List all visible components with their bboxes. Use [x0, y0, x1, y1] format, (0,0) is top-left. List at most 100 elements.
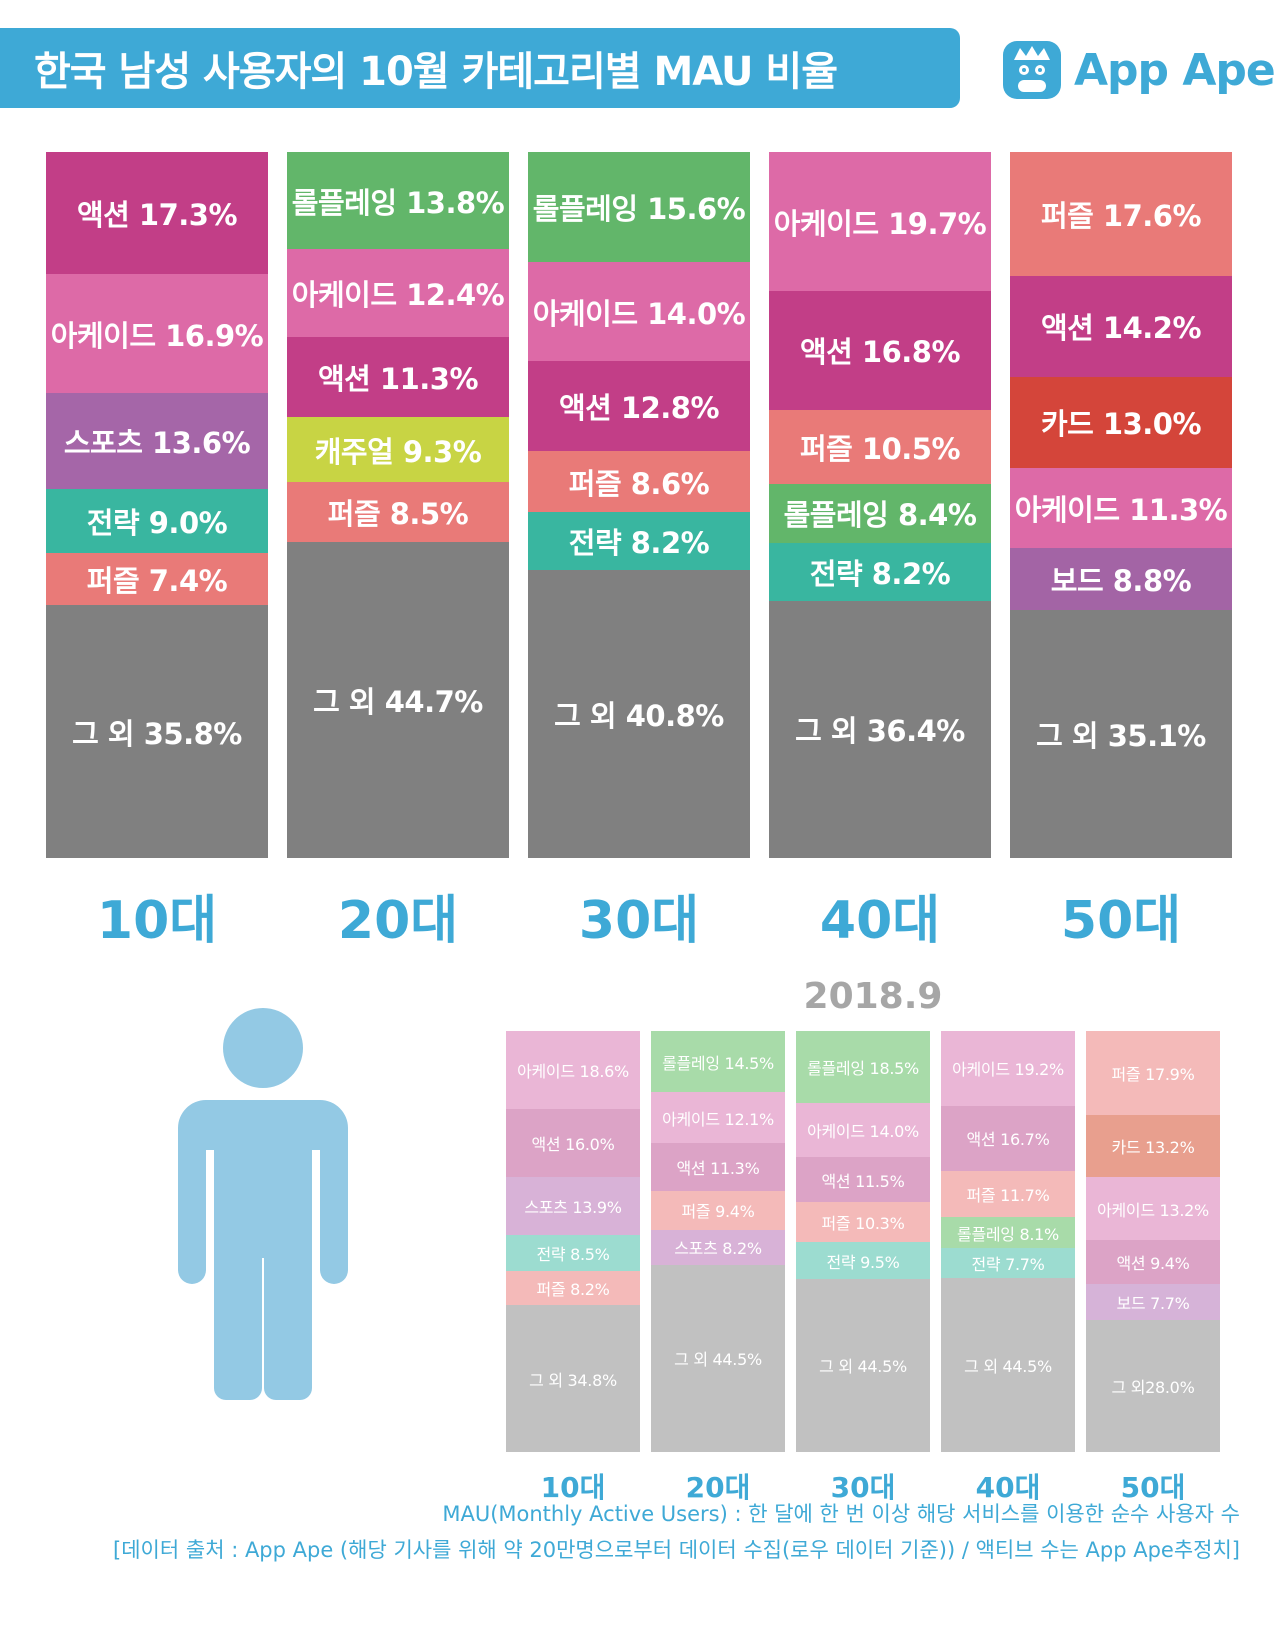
sep-segment-label: 그 외 44.5% — [674, 1350, 762, 1370]
sep-segment-label: 스포츠 13.9% — [524, 1197, 622, 1217]
sep-bar-segment: 퍼즐 9.4% — [651, 1190, 785, 1231]
main-segment-label: 전략 9.0% — [86, 506, 228, 541]
sep-age-label: 50대 — [1120, 1471, 1186, 1504]
main-bar-segment: 그 외 35.8% — [46, 605, 268, 858]
main-bar-segment: 아케이드 19.7% — [769, 152, 991, 292]
comparison-subtitle: 2018.9 — [803, 976, 943, 1017]
main-segment-label: 퍼즐 8.5% — [327, 497, 469, 532]
sep-segment-label: 그 외 44.5% — [819, 1357, 907, 1377]
sep-column-4: 아케이드 19.2% 액션 16.7% 퍼즐 11.7% 롤플레잉 8.1% 전략 7.… — [941, 1031, 1075, 1452]
sep-bar-segment: 액션 16.7% — [941, 1105, 1075, 1172]
main-segment-label: 아케이드 11.3% — [1014, 493, 1228, 528]
sep-segment-label: 아케이드 19.2% — [952, 1060, 1064, 1080]
main-bar-segment: 아케이드 14.0% — [528, 262, 750, 361]
sep-bar-segment: 퍼즐 10.3% — [796, 1202, 930, 1243]
sep-bar-segment: 액션 9.4% — [1086, 1239, 1220, 1284]
sep-bar-segment: 퍼즐 8.2% — [506, 1270, 640, 1306]
sep-bar-segment: 아케이드 13.2% — [1086, 1177, 1220, 1240]
main-segment-label: 액션 11.3% — [317, 361, 479, 396]
sep-column-3: 롤플레잉 18.5% 아케이드 14.0% 액션 11.5% 퍼즐 10.3% 전략 9… — [796, 1031, 930, 1452]
sep-bar-segment: 퍼즐 11.7% — [941, 1171, 1075, 1217]
main-bar-segment: 캐주얼 9.3% — [287, 416, 509, 483]
sep-age-label: 30대 — [830, 1471, 896, 1504]
sep-bar-segment: 그 외 44.5% — [651, 1264, 785, 1452]
main-segment-label: 액션 14.2% — [1040, 311, 1202, 346]
sep-segment-label: 액션 16.7% — [966, 1130, 1050, 1150]
main-segment-label: 전략 8.2% — [809, 557, 951, 592]
sep-segment-label: 그 외 34.8% — [529, 1370, 617, 1390]
main-segment-label: 롤플레잉 13.8% — [291, 185, 505, 220]
sep-segment-label: 퍼즐 8.2% — [536, 1280, 610, 1300]
main-segment-label: 퍼즐 17.6% — [1040, 199, 1202, 234]
sep-bar-segment: 전략 7.7% — [941, 1248, 1075, 1279]
sep-bar-segment: 아케이드 18.6% — [506, 1031, 640, 1110]
sep-segment-label: 보드 7.7% — [1116, 1293, 1190, 1313]
sep-segment-label: 스포츠 8.2% — [674, 1239, 762, 1259]
sep-bar-segment: 퍼즐 17.9% — [1086, 1031, 1220, 1116]
sep-segment-label: 퍼즐 11.7% — [966, 1185, 1050, 1205]
main-segment-label: 롤플레잉 15.6% — [532, 192, 746, 227]
main-age-label: 40대 — [819, 891, 941, 951]
main-segment-label: 카드 13.0% — [1040, 407, 1202, 442]
sep-segment-label: 액션 9.4% — [1116, 1253, 1190, 1273]
sep-column-5: 퍼즐 17.9% 카드 13.2% 아케이드 13.2% 액션 9.4% 보드 7.7%… — [1086, 1031, 1220, 1452]
main-bar-segment: 액션 16.8% — [769, 291, 991, 410]
sep-segment-label: 아케이드 14.0% — [807, 1122, 919, 1142]
main-bar-segment: 퍼즐 17.6% — [1010, 152, 1232, 277]
person-icon — [178, 1008, 348, 1400]
main-segment-label: 아케이드 19.7% — [773, 206, 987, 241]
main-segment-label: 액션 16.8% — [799, 335, 961, 370]
main-bar-segment: 액션 17.3% — [46, 152, 268, 275]
main-bar-segment: 그 외 40.8% — [528, 569, 750, 858]
sep-bar-segment: 아케이드 14.0% — [796, 1102, 930, 1158]
main-age-label: 10대 — [96, 891, 218, 951]
main-bar-segment: 그 외 35.1% — [1010, 610, 1232, 858]
main-bar-segment: 카드 13.0% — [1010, 376, 1232, 469]
main-bar-segment: 액션 14.2% — [1010, 276, 1232, 377]
main-bar-segment: 롤플레잉 15.6% — [528, 152, 750, 263]
sep-bar-segment: 아케이드 12.1% — [651, 1092, 785, 1143]
sep-segment-label: 롤플레잉 14.5% — [662, 1053, 774, 1073]
logo-text: App Ape — [1074, 44, 1276, 96]
main-segment-label: 아케이드 12.4% — [291, 278, 505, 313]
main-segment-label: 캐주얼 9.3% — [314, 434, 482, 469]
main-bar-segment: 그 외 36.4% — [769, 600, 991, 858]
main-bar-segment: 퍼즐 7.4% — [46, 552, 268, 606]
sep-segment-label: 액션 16.0% — [531, 1134, 615, 1154]
main-bar-segment: 아케이드 16.9% — [46, 274, 268, 394]
main-bar-segment: 전략 8.2% — [528, 512, 750, 570]
main-segment-label: 퍼즐 10.5% — [799, 431, 961, 466]
sep-age-label: 20대 — [685, 1471, 751, 1504]
main-bar-segment: 스포츠 13.6% — [46, 393, 268, 490]
main-segment-label: 퍼즐 8.6% — [568, 466, 710, 501]
sep-segment-label: 롤플레잉 18.5% — [807, 1058, 919, 1078]
main-bar-segment: 전략 8.2% — [769, 543, 991, 601]
sep-segment-label: 퍼즐 9.4% — [681, 1202, 755, 1222]
sep-age-label: 40대 — [975, 1471, 1041, 1504]
main-bar-segment: 롤플레잉 13.8% — [287, 152, 509, 250]
sep-segment-label: 아케이드 13.2% — [1097, 1200, 1209, 1220]
main-bar-segment: 보드 8.8% — [1010, 548, 1232, 611]
sep-segment-label: 아케이드 12.1% — [662, 1109, 774, 1129]
sep-bar-segment: 액션 11.3% — [651, 1142, 785, 1191]
sep-bar-segment: 그 외 44.5% — [941, 1278, 1075, 1452]
sep-bar-segment: 액션 11.5% — [796, 1157, 930, 1203]
main-segment-label: 스포츠 13.6% — [63, 426, 251, 461]
sep-bar-segment: 전략 9.5% — [796, 1242, 930, 1279]
main-bar-segment: 아케이드 11.3% — [1010, 468, 1232, 549]
main-bar-segment: 롤플레잉 8.4% — [769, 483, 991, 544]
main-segment-label: 그 외 44.7% — [313, 685, 483, 720]
main-bar-segment: 퍼즐 8.6% — [528, 451, 750, 513]
sep-bar-segment: 그 외 34.8% — [506, 1305, 640, 1452]
sep-bar-segment: 스포츠 8.2% — [651, 1230, 785, 1265]
sep-bar-segment: 전략 8.5% — [506, 1235, 640, 1271]
main-column-3: 롤플레잉 15.6% 아케이드 14.0% 액션 12.8% 퍼즐 8.6% 전략 8.… — [528, 152, 750, 858]
sep-bar-segment: 롤플레잉 18.5% — [796, 1031, 930, 1103]
sep-bar-segment: 카드 13.2% — [1086, 1115, 1220, 1178]
main-bar-segment: 퍼즐 10.5% — [769, 409, 991, 484]
sep-segment-label: 아케이드 18.6% — [517, 1062, 629, 1082]
main-column-5: 퍼즐 17.6% 액션 14.2% 카드 13.0% 아케이드 11.3% 보드 8.8… — [1010, 152, 1232, 858]
main-bar-segment: 아케이드 12.4% — [287, 249, 509, 337]
sep-bar-segment: 액션 16.0% — [506, 1109, 640, 1177]
sep-segment-label: 카드 13.2% — [1111, 1138, 1195, 1158]
